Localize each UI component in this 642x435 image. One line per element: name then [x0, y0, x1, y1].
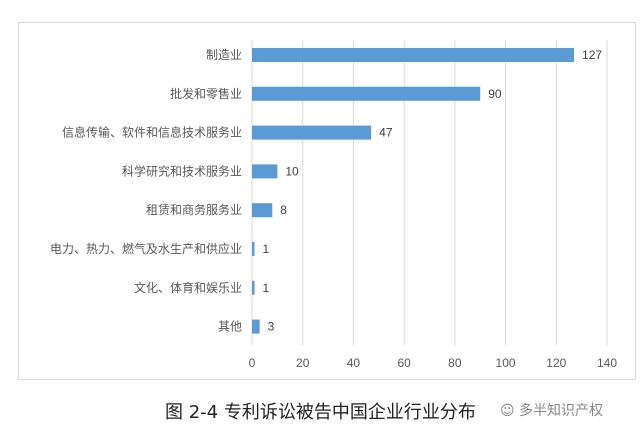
watermark: ☺ 多半知识产权 — [500, 403, 604, 419]
category-label: 科学研究和技术服务业 — [122, 163, 242, 178]
bar — [252, 319, 260, 334]
category-label: 制造业 — [206, 48, 242, 62]
bar — [252, 280, 255, 295]
wechat-icon: ☺ — [500, 403, 520, 419]
category-label: 其他 — [218, 320, 242, 334]
bar — [252, 125, 372, 140]
category-label: 批发和零售业 — [170, 86, 242, 101]
data-label: 3 — [268, 320, 275, 334]
category-label: 租赁和商务服务业 — [146, 202, 242, 217]
bar — [252, 203, 273, 218]
data-label: 1 — [263, 281, 270, 295]
chart-frame — [18, 22, 636, 380]
category-label: 信息传输、软件和信息技术服务业 — [62, 125, 242, 140]
bar — [252, 48, 575, 62]
bar — [252, 164, 278, 179]
data-label: 8 — [280, 203, 287, 217]
bar — [252, 242, 255, 256]
data-label: 1 — [263, 242, 270, 256]
x-tick-label: 60 — [397, 356, 411, 370]
x-tick-label: 40 — [347, 356, 361, 370]
data-label: 47 — [379, 126, 393, 140]
x-tick-label: 120 — [546, 356, 566, 370]
bar — [252, 86, 481, 101]
x-tick-label: 140 — [597, 356, 617, 370]
x-tick-label: 100 — [496, 356, 516, 370]
data-label: 90 — [488, 87, 502, 101]
category-label: 文化、体育和娱乐业 — [134, 280, 242, 295]
x-tick-label: 80 — [448, 356, 462, 370]
chart-title: 图 2-4 专利诉讼被告中国企业行业分布 — [165, 402, 476, 423]
category-label: 电力、热力、燃气及水生产和供应业 — [50, 241, 242, 256]
x-tick-label: 20 — [296, 356, 310, 370]
data-label: 10 — [285, 164, 299, 178]
x-tick-label: 0 — [249, 356, 256, 370]
data-label: 127 — [582, 48, 602, 62]
